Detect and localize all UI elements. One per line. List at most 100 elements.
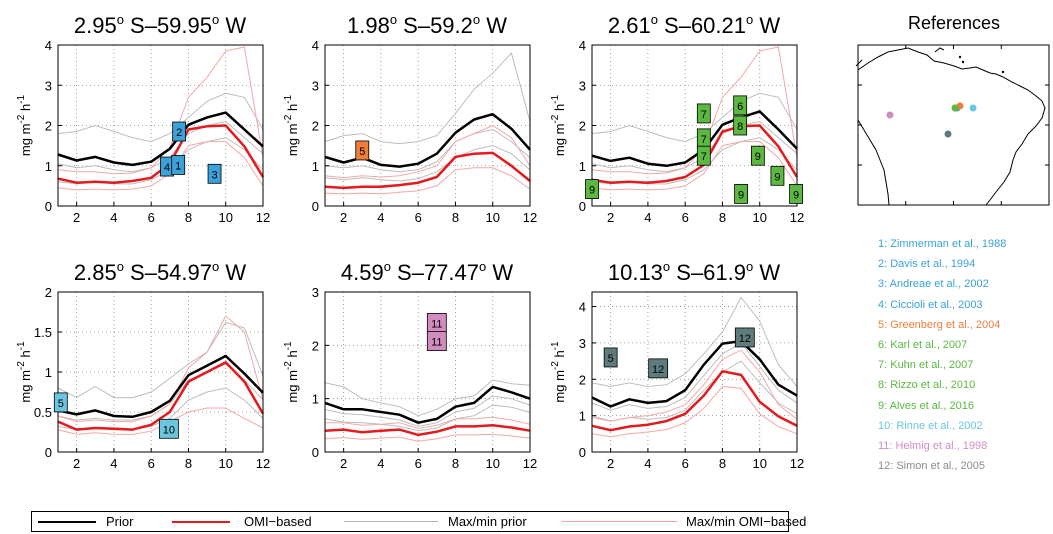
legend-label: OMI−based <box>244 514 312 529</box>
reference-marker <box>426 331 447 351</box>
plot-frame <box>591 291 798 453</box>
x-tick-label: 12 <box>523 210 537 225</box>
legend-swatch <box>38 521 96 523</box>
reference-item: 8: Rizzo et al., 2010 <box>878 379 976 392</box>
series-line-maxmin-omi <box>591 349 798 422</box>
x-tick-label: 6 <box>148 456 155 471</box>
legend: Prior OMI−based Max/min prior Max/min OMI−b… <box>31 511 806 532</box>
reference-marker <box>53 392 68 413</box>
reference-marker-label: 9 <box>774 171 780 183</box>
map-title: References <box>908 13 1000 33</box>
y-tick-label: 4 <box>579 300 586 315</box>
map-point <box>969 104 977 112</box>
series-line-maxmin-prior <box>324 395 531 427</box>
x-tick-label: 12 <box>256 210 270 225</box>
series-line-maxmin-omi <box>591 385 798 438</box>
y-axis-label: mg m-2 h-1 <box>283 94 300 156</box>
x-tick-label: 12 <box>790 456 804 471</box>
x-tick-label: 4 <box>110 210 117 225</box>
reference-marker <box>734 184 748 204</box>
x-tick-label: 8 <box>452 210 459 225</box>
series-line-maxmin-omi <box>324 433 531 442</box>
reference-item: 9: Alves et al., 2016 <box>878 399 975 412</box>
series-line-prior <box>57 354 264 419</box>
y-tick-label: 3 <box>312 78 319 93</box>
reference-marker-label: 4 <box>164 162 170 174</box>
chart-panel-4: 2 4 6 8 10 12 0 0.5 1 1.5 2 5 10 2.85o S–54.97o W mg m… <box>16 259 270 471</box>
reference-marker-label: 9 <box>793 189 799 201</box>
coastline <box>857 47 1046 206</box>
reference-item: 2: Davis et al., 1994 <box>878 258 976 271</box>
reference-item: 5: Greenberg et al., 2004 <box>878 318 1001 331</box>
x-tick-label: 6 <box>148 210 155 225</box>
reference-marker <box>733 95 748 116</box>
x-tick-label: 10 <box>218 456 232 471</box>
x-tick-label: 10 <box>218 210 232 225</box>
reference-marker-label: 7 <box>701 151 707 163</box>
x-tick-label: 8 <box>719 456 726 471</box>
series-line-maxmin-prior <box>591 342 798 411</box>
reference-marker <box>734 327 755 348</box>
reference-item: 11: Helmig et al., 1998 <box>878 440 988 452</box>
reference-marker <box>750 145 765 166</box>
y-tick-label: 0.5 <box>34 405 52 420</box>
reference-marker-label: 12 <box>652 364 664 376</box>
series-line-maxmin-prior <box>591 92 798 143</box>
y-tick-label: 2 <box>45 285 52 300</box>
reference-marker <box>172 121 187 142</box>
reference-marker-label: 2 <box>176 127 182 139</box>
panel-title: 2.95o S–59.95o W <box>74 12 246 38</box>
reference-item: 6: Karl et al., 2007 <box>878 339 968 351</box>
y-tick-label: 2 <box>579 372 586 387</box>
x-tick-label: 6 <box>415 210 422 225</box>
y-tick-label: 2 <box>312 119 319 134</box>
reference-marker-label: 9 <box>589 185 595 197</box>
reference-marker-label: 9 <box>755 151 761 163</box>
legend-swatch <box>172 521 230 523</box>
series-line-maxmin-omi <box>591 46 798 175</box>
island-dot <box>958 55 962 59</box>
island-dot <box>1001 70 1005 74</box>
map-point <box>951 104 959 112</box>
series-line-maxmin-omi <box>57 315 264 423</box>
series-line-maxmin-prior <box>57 321 264 399</box>
series-line-maxmin-prior <box>324 128 531 173</box>
x-tick-label: 2 <box>340 456 347 471</box>
y-tick-label: 0 <box>312 199 319 214</box>
series-line-maxmin-prior <box>324 145 531 182</box>
reference-marker-label: 11 <box>431 318 442 330</box>
x-tick-label: 12 <box>523 456 537 471</box>
series-line-omi <box>591 370 798 432</box>
reference-marker <box>603 347 618 368</box>
y-tick-label: 1 <box>45 365 52 380</box>
y-axis-label: mg m-2 h-1 <box>16 341 33 403</box>
y-axis-label: mg m-2 h-1 <box>550 94 567 156</box>
reference-marker-label: 9 <box>738 189 744 201</box>
reference-item: 3: Andreae et al., 2002 <box>878 278 989 291</box>
reference-marker-label: 5 <box>58 398 64 410</box>
reference-marker <box>789 184 803 204</box>
y-tick-label: 4 <box>312 38 319 53</box>
reference-marker <box>355 140 370 161</box>
y-axis-label: mg m-2 h-1 <box>283 341 300 403</box>
y-tick-label: 1.5 <box>34 325 52 340</box>
y-tick-label: 1 <box>312 159 319 174</box>
series-line-prior <box>591 110 798 168</box>
y-tick-label: 0 <box>45 445 52 460</box>
series-line-maxmin-prior <box>57 92 264 143</box>
series-line-maxmin-prior <box>591 296 798 388</box>
reference-marker-label: 10 <box>163 424 175 436</box>
x-tick-label: 6 <box>682 210 689 225</box>
reference-marker-label: 7 <box>701 134 707 146</box>
x-tick-label: 8 <box>452 456 459 471</box>
series-line-maxmin-omi <box>57 141 264 191</box>
x-tick-label: 2 <box>607 210 614 225</box>
series-line-omi <box>324 151 531 190</box>
x-tick-label: 8 <box>185 210 192 225</box>
panel-title: 1.98o S–59.2o W <box>347 12 507 38</box>
